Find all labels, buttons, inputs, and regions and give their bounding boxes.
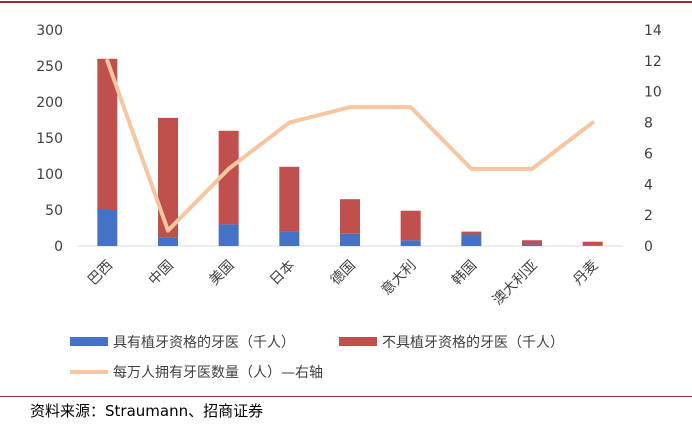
legend: 具有植牙资格的牙医（千人） 不具植牙资格的牙医（千人） 每万人拥有牙医数量（人）—右… xyxy=(70,335,564,381)
left-tick-label: 50 xyxy=(45,203,63,219)
left-tick-label: 200 xyxy=(36,95,63,111)
category-label: 丹麦 xyxy=(570,258,601,289)
right-axis-ticks: 0 2 4 6 8 10 12 14 xyxy=(644,23,662,255)
right-tick-label: 8 xyxy=(644,116,653,132)
top-rule xyxy=(0,1,692,3)
bar-qualified xyxy=(279,231,300,246)
category-labels: 巴西 中国 美国 日本 德国 意大利 韩国 澳大利亚 丹麦 xyxy=(85,257,601,309)
density-line xyxy=(105,58,595,233)
bar-qualified xyxy=(158,237,178,246)
left-tick-label: 150 xyxy=(36,131,63,147)
legend-swatch-unqualified xyxy=(339,337,377,346)
right-tick-label: 14 xyxy=(644,23,662,39)
legend-label-density: 每万人拥有牙医数量（人）—右轴 xyxy=(113,365,323,381)
bar-qualified xyxy=(461,234,482,246)
legend-swatch-qualified xyxy=(70,337,108,346)
right-tick-label: 6 xyxy=(644,146,653,162)
bar-unqualified xyxy=(522,240,542,245)
source-note: 资料来源：Straumann、招商证券 xyxy=(30,402,264,420)
category-label: 韩国 xyxy=(449,258,480,289)
category-label: 巴西 xyxy=(85,258,116,289)
bar-unqualified xyxy=(279,166,300,232)
chart: 0 50 100 150 200 250 300 0 2 4 6 8 10 12 14 巴西 中国 美国 日本德… xyxy=(36,23,662,381)
bar-qualified xyxy=(522,244,542,246)
category-label: 日本 xyxy=(267,258,298,289)
bar-unqualified xyxy=(461,231,482,235)
left-tick-label: 300 xyxy=(36,23,63,39)
category-label: 意大利 xyxy=(378,257,420,299)
bar-unqualified xyxy=(340,199,360,234)
bar-qualified xyxy=(582,245,603,246)
legend-label-qualified: 具有植牙资格的牙医（千人） xyxy=(113,335,295,351)
bar-unqualified xyxy=(400,210,421,241)
left-tick-label: 0 xyxy=(54,239,63,255)
right-tick-label: 0 xyxy=(644,239,653,255)
category-label: 中国 xyxy=(146,258,177,289)
bar-qualified xyxy=(218,224,239,246)
left-tick-label: 100 xyxy=(36,167,63,183)
left-tick-label: 250 xyxy=(36,59,63,75)
bar-qualified xyxy=(97,210,118,246)
legend-label-unqualified: 不具植牙资格的牙医（千人） xyxy=(382,335,564,351)
right-tick-label: 12 xyxy=(644,54,662,70)
right-tick-label: 2 xyxy=(644,208,653,224)
bars xyxy=(97,58,603,246)
bar-unqualified xyxy=(582,241,603,246)
bar-unqualified xyxy=(158,117,178,238)
right-tick-label: 4 xyxy=(644,177,653,193)
left-axis-ticks: 0 50 100 150 200 250 300 xyxy=(36,23,63,255)
bar-qualified xyxy=(340,233,360,246)
category-label: 德国 xyxy=(328,258,359,289)
bottom-rule xyxy=(0,396,692,397)
category-label: 澳大利亚 xyxy=(490,258,541,309)
right-tick-label: 10 xyxy=(644,85,662,101)
bar-unqualified xyxy=(218,130,239,225)
line-series xyxy=(105,58,595,233)
bar-qualified xyxy=(400,240,421,246)
category-label: 美国 xyxy=(206,258,237,289)
bar-unqualified xyxy=(97,58,118,210)
